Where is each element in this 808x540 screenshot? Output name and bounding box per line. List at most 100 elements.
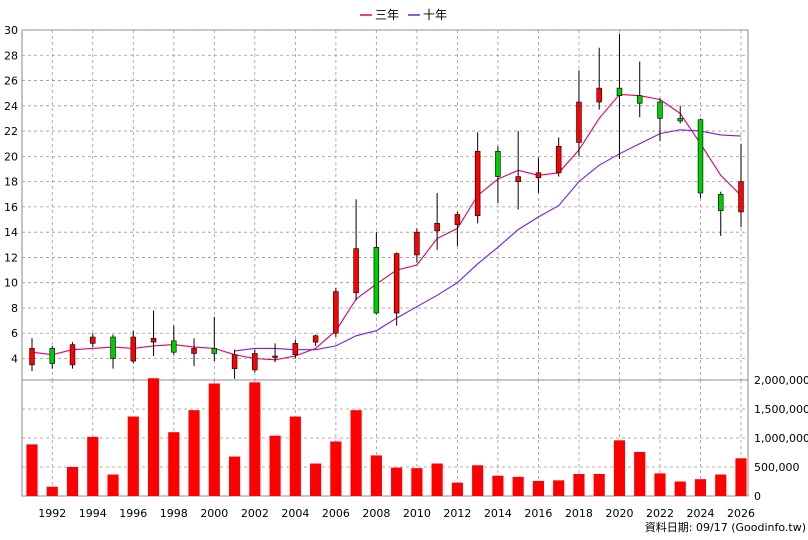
volume-bar: [168, 432, 180, 496]
volume-bar: [107, 474, 119, 496]
price-panel: 4 6 8 10 12 14 16 18 20 22 24 26 28 30: [4, 24, 749, 381]
candle: [272, 343, 278, 363]
candle-body-up: [434, 223, 440, 232]
volume-bar: [451, 482, 463, 496]
price-y-tick-label: 14: [4, 226, 18, 239]
legend-label-3yr: 三年: [375, 8, 399, 22]
x-tick-label: 2024: [686, 507, 714, 520]
x-tick-label: 1998: [160, 507, 188, 520]
candle: [110, 334, 116, 369]
price-y-tick-label: 30: [4, 24, 18, 37]
volume-bar: [208, 383, 220, 496]
candle: [515, 131, 521, 210]
candle: [191, 338, 197, 367]
candle-body-up: [576, 101, 582, 143]
price-plot-frame: [21, 29, 749, 381]
candle: [636, 61, 643, 118]
candle-body-up: [738, 181, 744, 213]
candle: [333, 287, 339, 338]
x-tick-label: 2002: [241, 507, 269, 520]
price-y-tick-label: 16: [4, 201, 18, 214]
moving-average-三年: [31, 93, 742, 361]
x-tick-label: 2016: [524, 507, 552, 520]
price-y-tick-label: 22: [4, 125, 18, 138]
candle: [596, 47, 602, 110]
volume-bar: [350, 410, 362, 496]
volume-bar: [87, 436, 99, 496]
candle-body-down: [697, 119, 704, 194]
x-tick-label: 2020: [605, 507, 633, 520]
candle-body-down: [657, 101, 663, 119]
candle-body-up: [393, 253, 400, 314]
volume-bar: [472, 465, 484, 496]
volume-bar: [46, 486, 58, 496]
candle-body-down: [110, 336, 116, 359]
volume-bar: [532, 480, 544, 496]
volume-bar: [188, 410, 200, 496]
candle: [738, 143, 744, 228]
candle: [90, 333, 96, 348]
candle-body-down: [171, 340, 177, 353]
volume-bar: [492, 475, 504, 496]
candle-body-up: [69, 344, 76, 366]
volume-y-tick-label: 0: [754, 490, 761, 503]
candle: [677, 105, 683, 124]
candle-body-down: [636, 95, 643, 104]
price-y-tick-label: 28: [4, 49, 18, 62]
data-source-footer: 資料日期: 09/17 (Goodinfo.tw): [645, 520, 806, 534]
volume-bar: [431, 463, 443, 496]
candle-body-up: [231, 354, 238, 369]
x-tick-label: 2010: [403, 507, 431, 520]
moving-average-十年: [234, 129, 742, 352]
candle: [657, 98, 663, 142]
candle: [535, 157, 542, 193]
candle: [252, 349, 258, 373]
candle: [414, 228, 420, 263]
volume-bar: [694, 479, 707, 496]
candle: [353, 199, 359, 301]
volume-bar: [127, 416, 139, 496]
candle-body-up: [150, 338, 157, 343]
candle: [49, 345, 55, 369]
price-y-axis: 4 6 8 10 12 14 16 18 20 22 24 26 28 30: [4, 24, 18, 366]
volume-bar: [654, 473, 666, 496]
volume-bar: [229, 456, 241, 496]
price-y-tick-label: 24: [4, 100, 18, 113]
candle-body-up: [333, 291, 339, 334]
candle: [576, 70, 582, 157]
candle: [29, 338, 35, 372]
volume-bar: [411, 468, 423, 496]
price-y-tick-label: 18: [4, 176, 18, 189]
candle: [231, 349, 238, 379]
candle-body-up: [312, 335, 319, 343]
candle: [130, 330, 137, 364]
candle: [434, 192, 440, 250]
candle-body-up: [454, 214, 461, 225]
candle: [454, 211, 461, 247]
price-y-tick-label: 8: [11, 302, 18, 315]
volume-y-tick-label: 1,000,000: [754, 432, 808, 445]
volume-panel: 0 500,000 1,000,000 1,500,000 2,000,000: [21, 374, 808, 503]
volume-bar: [634, 451, 646, 496]
volume-bar: [249, 382, 261, 496]
price-y-tick-label: 12: [4, 251, 18, 264]
volume-bar: [674, 481, 686, 496]
volume-bar: [573, 473, 585, 496]
candle: [393, 252, 400, 326]
candle: [211, 316, 218, 362]
volume-y-axis: 0 500,000 1,000,000 1,500,000 2,000,000: [754, 374, 808, 503]
candle-body-down: [495, 150, 501, 177]
x-tick-label: 2006: [322, 507, 350, 520]
candle: [312, 334, 319, 346]
candle: [616, 33, 623, 159]
candle-body-up: [90, 336, 96, 344]
x-tick-label: 1994: [79, 507, 107, 520]
volume-bar: [26, 444, 38, 496]
candle: [292, 339, 299, 359]
volume-bar: [289, 416, 301, 496]
candle-body-up: [535, 172, 542, 179]
candle-body-down: [677, 118, 683, 122]
volume-bar: [512, 476, 524, 496]
candle: [697, 118, 704, 199]
candle: [69, 342, 76, 369]
